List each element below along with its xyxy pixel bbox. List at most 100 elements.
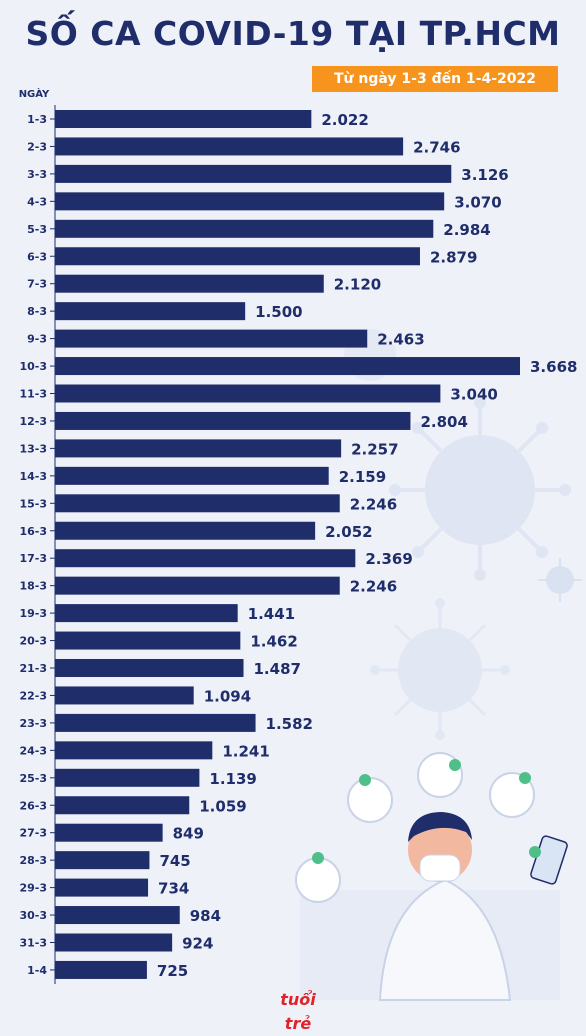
bar: [55, 604, 238, 623]
bar: [55, 274, 324, 293]
y-tick-label: 7-3: [27, 278, 47, 291]
data-label: 1.059: [199, 797, 246, 815]
y-tick-label: 6-3: [27, 250, 47, 263]
bar: [55, 851, 150, 870]
data-label: 984: [190, 907, 221, 925]
data-label: 2.120: [334, 276, 381, 294]
bar: [55, 411, 411, 430]
data-label: 3.126: [461, 166, 508, 184]
bar: [55, 576, 340, 595]
y-tick-label: 25-3: [19, 772, 47, 785]
bar: [55, 796, 190, 815]
bar: [55, 960, 147, 979]
y-tick-label: 21-3: [19, 662, 47, 675]
bar: [55, 878, 149, 897]
data-label: 725: [157, 962, 188, 980]
bar: [55, 137, 404, 156]
bar: [55, 741, 213, 760]
data-label: 1.139: [209, 770, 256, 788]
y-tick-label: 20-3: [19, 635, 47, 648]
y-tick-label: 16-3: [19, 525, 47, 538]
data-label: 2.022: [321, 111, 368, 129]
data-label: 2.746: [413, 138, 460, 156]
bar: [55, 549, 356, 568]
bar: [55, 110, 312, 128]
virus-illustration-medium: [370, 598, 510, 740]
bar: [55, 933, 173, 952]
data-label: 3.668: [530, 358, 577, 376]
data-label: 2.879: [430, 248, 477, 266]
data-label: 2.246: [350, 578, 397, 596]
data-label: 2.463: [377, 331, 424, 349]
y-tick-label: 18-3: [19, 580, 47, 593]
bar: [55, 247, 420, 266]
y-tick-label: 31-3: [19, 937, 47, 950]
bar: [55, 219, 434, 238]
data-label: 2.984: [443, 221, 490, 239]
y-tick-label: 10-3: [19, 360, 47, 373]
bar: [55, 466, 329, 485]
y-tick-label: 29-3: [19, 882, 47, 895]
chart-title: SỐ CA COVID-19 TẠI TP.HCM: [25, 14, 561, 53]
data-label: 745: [159, 852, 190, 870]
y-tick-label: 11-3: [19, 388, 47, 401]
bar: [55, 494, 340, 513]
data-label: 1.582: [266, 715, 313, 733]
y-tick-label: 27-3: [19, 827, 47, 840]
y-tick-label: 8-3: [27, 305, 47, 318]
data-label: 1.441: [248, 605, 295, 623]
data-label: 2.052: [325, 523, 372, 541]
y-tick-label: 30-3: [19, 909, 47, 922]
data-label: 1.462: [250, 633, 297, 651]
y-tick-label: 23-3: [19, 717, 47, 730]
y-tick-label: 15-3: [19, 497, 47, 510]
y-tick-label: 26-3: [19, 799, 47, 812]
virus-illustration-large: [389, 397, 571, 581]
bar: [55, 521, 316, 540]
data-label: 1.094: [204, 687, 251, 705]
bar: [55, 302, 246, 321]
bar: [55, 713, 256, 732]
y-tick-label: 1-3: [27, 113, 47, 126]
bar: [55, 439, 342, 458]
data-label: 849: [173, 825, 204, 843]
bar: [55, 659, 244, 677]
bar: [55, 384, 441, 403]
y-tick-label: 12-3: [19, 415, 47, 428]
data-label: 924: [182, 935, 213, 953]
bar: [55, 768, 200, 787]
bar: [55, 906, 180, 925]
data-label: 734: [158, 880, 189, 898]
data-label: 2.246: [350, 495, 397, 513]
date-range-badge: Từ ngày 1-3 đến 1-4-2022: [312, 66, 558, 92]
y-tick-label: 9-3: [27, 333, 47, 346]
data-label: 2.804: [420, 413, 467, 431]
data-label: 1.487: [254, 660, 301, 678]
y-axis-title: NGÀY: [19, 87, 50, 100]
data-label: 2.159: [339, 468, 386, 486]
y-tick-label: 28-3: [19, 854, 47, 867]
data-label: 2.369: [365, 550, 412, 568]
bar: [55, 164, 452, 183]
y-tick-label: 3-3: [27, 168, 47, 181]
y-tick-label: 19-3: [19, 607, 47, 620]
data-label: 3.040: [450, 386, 497, 404]
y-tick-label: 17-3: [19, 552, 47, 565]
bar: [55, 329, 368, 348]
bar: [55, 823, 163, 842]
bar: [55, 357, 520, 376]
tuoi-tre-logo: tuổi trẻ: [280, 990, 316, 1033]
data-label: 1.500: [255, 303, 302, 321]
y-tick-label: 13-3: [19, 442, 47, 455]
medical-staff-illustration: [295, 752, 568, 1001]
y-tick-label: 1-4: [27, 964, 47, 977]
bar: [55, 686, 194, 705]
y-tick-label: 24-3: [19, 744, 47, 757]
data-label: 1.241: [222, 742, 269, 760]
y-tick-label: 4-3: [27, 195, 47, 208]
y-tick-label: 14-3: [19, 470, 47, 483]
y-tick-label: 5-3: [27, 223, 47, 236]
